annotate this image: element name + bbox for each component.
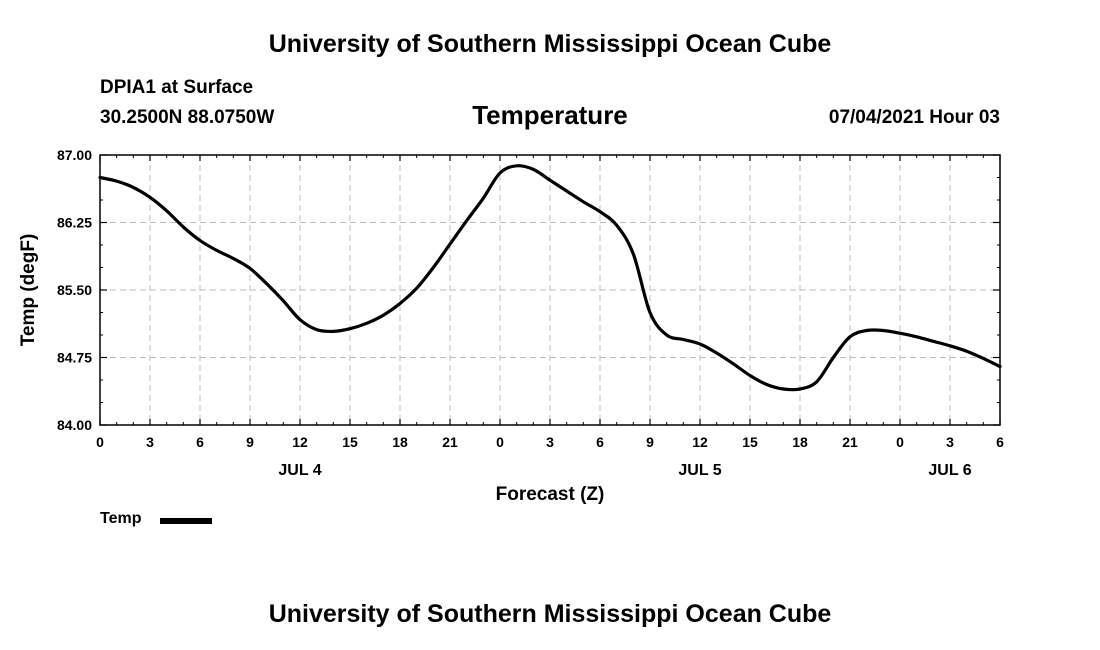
x-tick-label: 6 <box>596 434 604 450</box>
x-tick-label: 21 <box>842 434 858 450</box>
x-tick-label: 0 <box>496 434 504 450</box>
x-tick-label: 6 <box>996 434 1004 450</box>
footer-title: University of Southern Mississippi Ocean… <box>268 600 832 628</box>
x-tick-label: 9 <box>646 434 654 450</box>
y-tick-label: 87.00 <box>57 147 92 163</box>
x-tick-label: 6 <box>196 434 204 450</box>
x-tick-label: 18 <box>792 434 808 450</box>
x-tick-label: 0 <box>96 434 104 450</box>
x-tick-label: 21 <box>442 434 458 450</box>
x-tick-label: 12 <box>692 434 708 450</box>
legend-swatch <box>160 518 212 524</box>
variable-title: Temperature <box>472 100 628 130</box>
header-title: University of Southern Mississippi Ocean… <box>268 30 832 58</box>
coordinates-label: 30.2500N 88.0750W <box>100 107 275 128</box>
x-tick-label: 0 <box>896 434 904 450</box>
x-tick-label: 3 <box>546 434 554 450</box>
x-tick-label: 12 <box>292 434 308 450</box>
x-tick-label: 15 <box>742 434 758 450</box>
y-tick-label: 85.50 <box>57 282 92 298</box>
x-tick-label: 3 <box>146 434 154 450</box>
series-layer <box>98 164 1002 392</box>
axis-layer: 0 3 6 9 12 15 18 21 0 3 6 9 12 15 18 21 0 3 6 84.00 84.75 85.… <box>57 147 1004 479</box>
day-label: JUL 6 <box>928 462 971 479</box>
x-tick-label: 15 <box>342 434 358 450</box>
legend-label: Temp <box>100 510 142 527</box>
x-tick-label: 3 <box>946 434 954 450</box>
y-tick-label: 86.25 <box>57 215 92 231</box>
day-label: JUL 4 <box>278 462 321 479</box>
temp-series-line <box>98 164 1002 392</box>
date-label: 07/04/2021 Hour 03 <box>828 107 1000 128</box>
x-tick-label: 18 <box>392 434 408 450</box>
x-tick-label: 9 <box>246 434 254 450</box>
station-label: DPIA1 at Surface <box>100 77 254 98</box>
day-label: JUL 5 <box>678 462 721 479</box>
y-axis-title: Temp (degF) <box>18 234 39 347</box>
y-tick-label: 84.00 <box>57 417 92 433</box>
y-tick-label: 84.75 <box>57 350 92 366</box>
x-axis-title: Forecast (Z) <box>496 484 605 505</box>
grid-layer <box>100 155 1000 425</box>
